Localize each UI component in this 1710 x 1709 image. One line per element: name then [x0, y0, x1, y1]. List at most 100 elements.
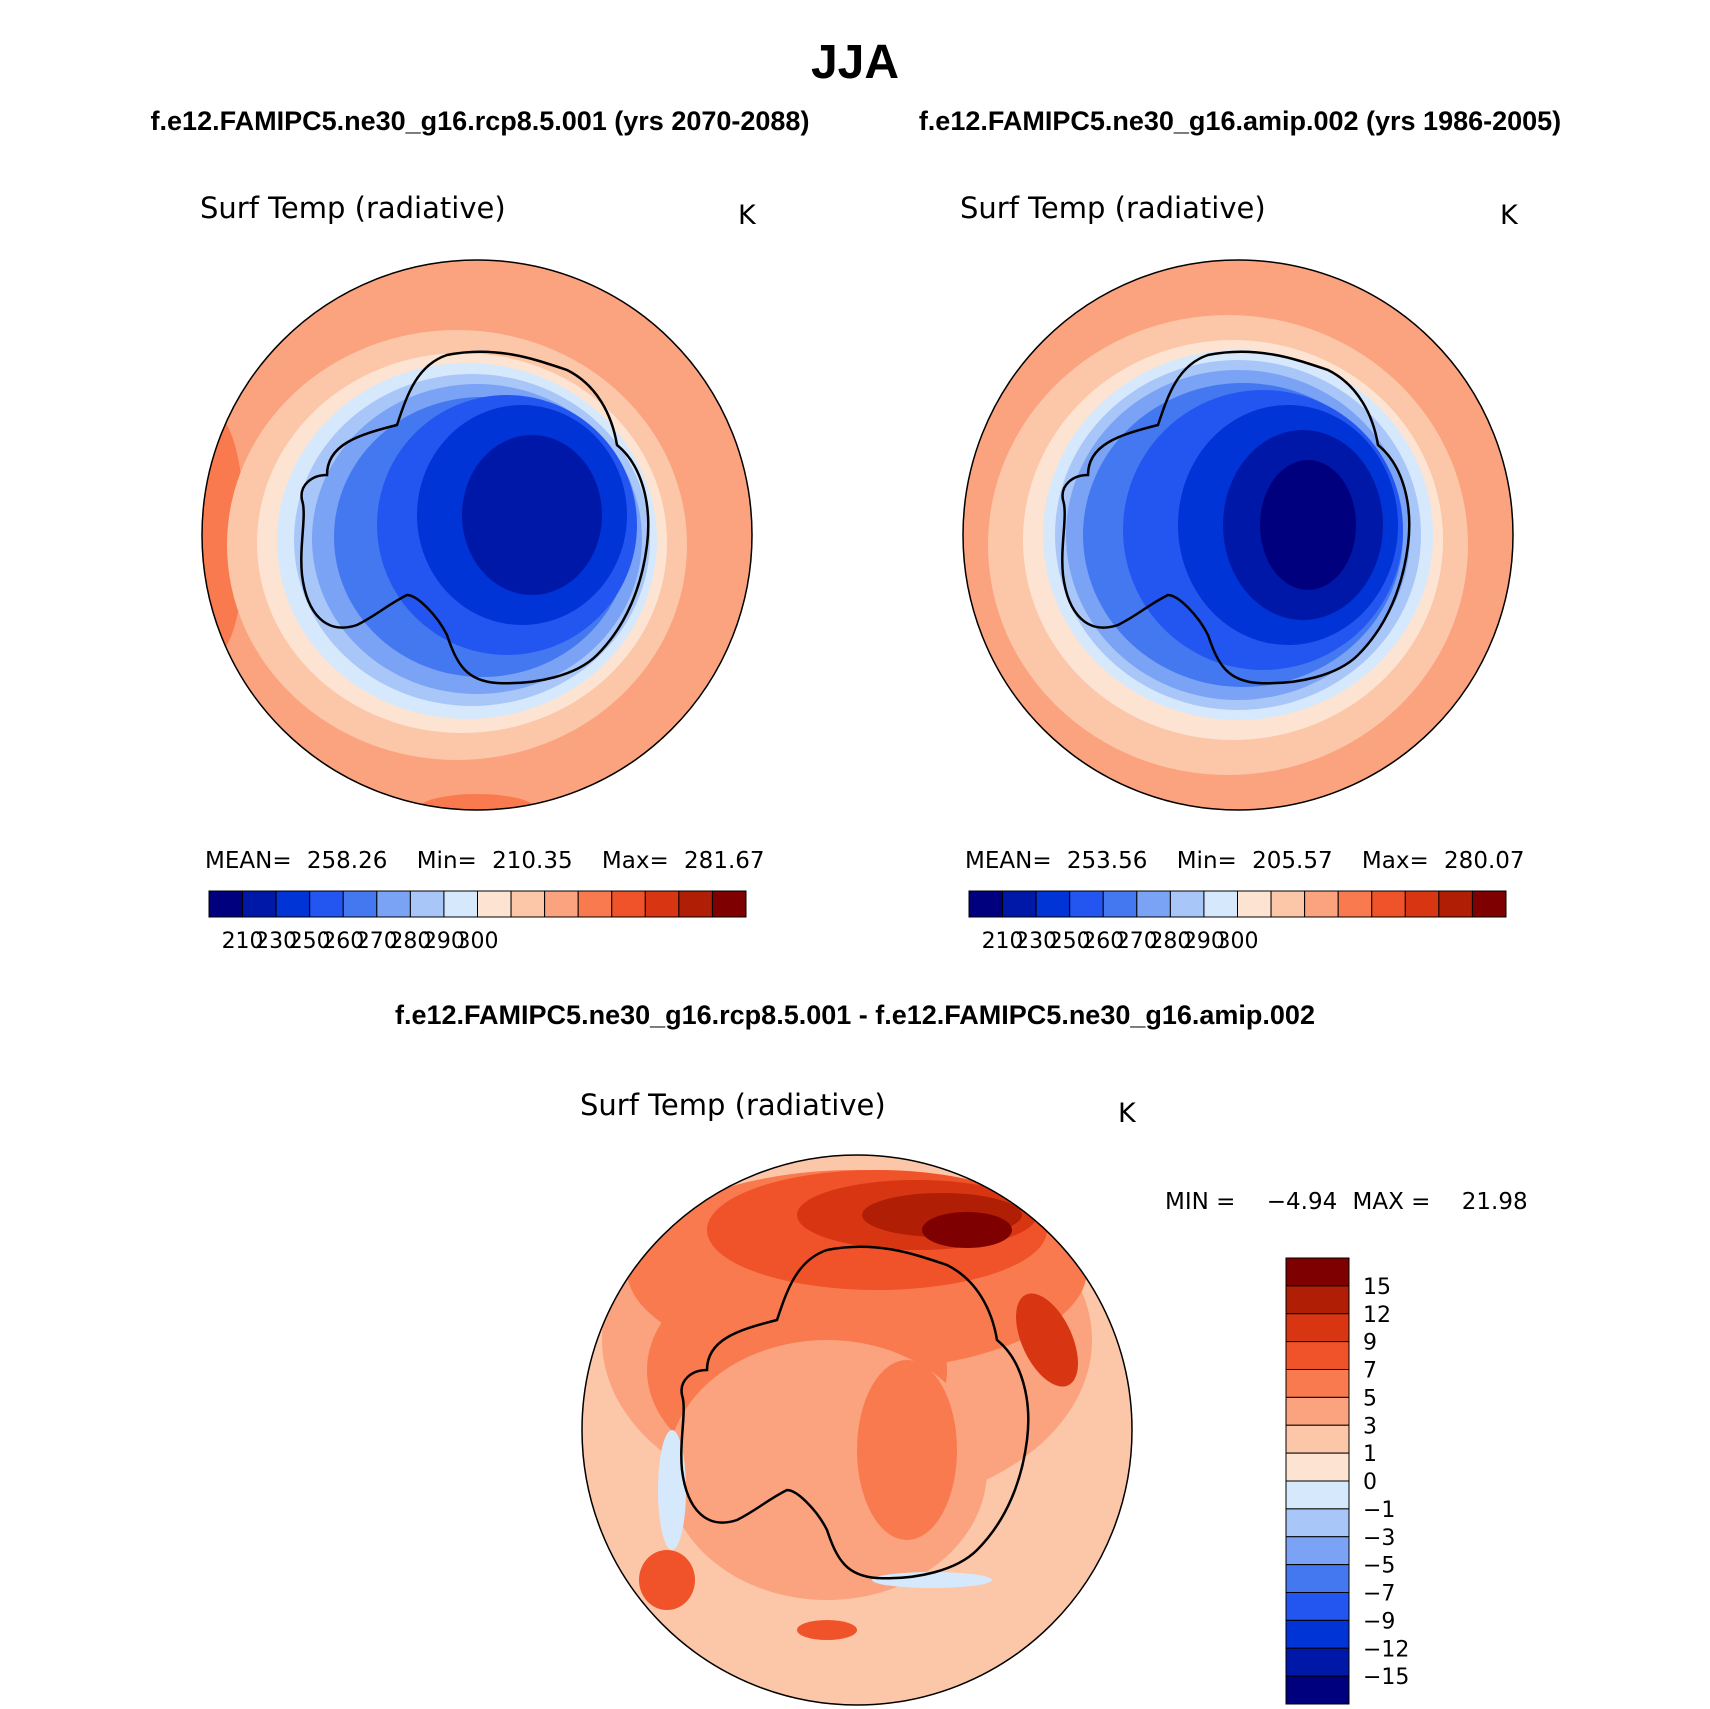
colorbar-tick-label: −5: [1363, 1554, 1395, 1579]
colorbar-swatch: [678, 890, 713, 918]
colorbar-tick-label: 7: [1363, 1359, 1377, 1384]
colorbar-swatch: [1285, 1619, 1350, 1649]
colorbar-swatch: [1285, 1592, 1350, 1621]
colorbar-tick-label: 250: [289, 929, 331, 954]
colorbar-swatch: [1438, 890, 1473, 918]
colorbar-swatch: [409, 890, 445, 918]
panel-difference: Surf Temp (radiative) K: [580, 1088, 1528, 1706]
min-value: 210.35: [492, 848, 572, 874]
colorbar-tick-label: 260: [322, 929, 364, 954]
colorbar-swatch: [1337, 890, 1373, 918]
case-a-header: f.e12.FAMIPC5.ne30_g16.rcp8.5.001 (yrs 2…: [151, 106, 810, 136]
colorbar-tick-label: 0: [1363, 1470, 1377, 1495]
panel-stats: MIN = −4.94 MAX = 21.98: [1165, 1189, 1528, 1215]
colorbar-tick-label: −9: [1363, 1609, 1395, 1634]
case-b-header: f.e12.FAMIPC5.ne30_g16.amip.002 (yrs 198…: [919, 106, 1561, 136]
min-value: 205.57: [1252, 848, 1332, 874]
colorbar-swatch: [577, 890, 613, 918]
colorbar-swatch: [242, 890, 277, 918]
colorbar-tick-label: 290: [1183, 929, 1225, 954]
mean-label: MEAN=: [965, 848, 1052, 874]
colorbar-swatch: [1304, 890, 1339, 918]
colorbar-swatch: [1285, 1341, 1350, 1370]
colorbar-swatch: [1035, 890, 1071, 918]
colorbar-swatch: [611, 890, 646, 918]
panel-units-label: K: [1500, 200, 1519, 231]
max-label: Max=: [1362, 848, 1429, 874]
colorbar-swatch: [1285, 1285, 1350, 1315]
colorbar-swatch: [1237, 890, 1272, 918]
colorbar-swatch: [711, 890, 747, 918]
colorbar-tick-label: 250: [1049, 929, 1091, 954]
colorbar-swatch: [1285, 1257, 1350, 1287]
colorbar-difference: 15 12 9 75 3 1 0 −1 −3 −5 −7−9 −12 −15: [1285, 1257, 1409, 1705]
colorbar-swatch: [1203, 890, 1238, 918]
polar-map-difference: [581, 1154, 1133, 1706]
colorbar-tick-label: −1: [1363, 1498, 1395, 1523]
colorbar-swatch: [208, 890, 244, 918]
min-label: Min=: [1177, 848, 1237, 874]
colorbar-tick-label: 300: [1217, 929, 1259, 954]
colorbar-swatch: [1404, 890, 1440, 918]
colorbar-tick-label: 210: [222, 929, 264, 954]
min-label: MIN =: [1165, 1189, 1235, 1215]
colorbar-tick-label: 1: [1363, 1442, 1377, 1467]
panel-variable-label: Surf Temp (radiative): [960, 191, 1266, 225]
colorbar-swatch: [1285, 1452, 1350, 1482]
colorbar-swatch: [510, 890, 546, 918]
min-label: Min=: [417, 848, 477, 874]
colorbar-swatch: [1285, 1508, 1350, 1538]
colorbar-swatch: [968, 890, 1004, 918]
colorbar-swatch: [1371, 890, 1406, 918]
panel-units-label: K: [1118, 1098, 1137, 1129]
colorbar-swatch: [1169, 890, 1205, 918]
colorbar-swatch: [275, 890, 311, 918]
panel-rcp85: Surf Temp (radiative) K MEAN=: [200, 191, 765, 954]
mean-label: MEAN=: [205, 848, 292, 874]
colorbar-tick-label: 280: [1149, 929, 1191, 954]
colorbar-swatch: [1285, 1396, 1350, 1426]
polar-map-amip: [962, 259, 1514, 811]
colorbar-swatch: [1285, 1675, 1350, 1705]
panel-stats: MEAN= 253.56 Min= 205.57 Max= 280.07: [965, 848, 1525, 874]
colorbar-tick-label: −15: [1363, 1665, 1409, 1690]
colorbar-swatch: [1285, 1536, 1350, 1566]
polar-map-rcp85: [201, 259, 753, 811]
max-value: 281.67: [684, 848, 764, 874]
max-value: 280.07: [1444, 848, 1524, 874]
colorbar-swatch: [1285, 1647, 1350, 1677]
colorbar-tick-label: 300: [457, 929, 499, 954]
colorbar-swatch: [342, 890, 378, 918]
colorbar-swatch: [544, 890, 579, 918]
colorbar-tick-label: 15: [1363, 1275, 1391, 1300]
colorbar-swatch: [1285, 1313, 1350, 1343]
min-value: −4.94: [1267, 1189, 1337, 1215]
colorbar-tick-label: 270: [1116, 929, 1158, 954]
colorbar-swatch: [1102, 890, 1138, 918]
colorbar-swatch: [309, 890, 344, 918]
max-label: Max=: [602, 848, 669, 874]
panel-amip: Surf Temp (radiative) K MEAN= 253.56: [960, 191, 1525, 954]
max-label: MAX =: [1353, 1189, 1431, 1215]
colorbar-tick-label: −3: [1363, 1526, 1395, 1551]
colorbar-tick-label: −7: [1363, 1582, 1395, 1607]
colorbar-swatch: [443, 890, 478, 918]
colorbar-swatch: [1285, 1369, 1350, 1398]
colorbar-tick-label: 5: [1363, 1386, 1377, 1411]
mean-value: 253.56: [1067, 848, 1147, 874]
colorbar-tick-label: 230: [1015, 929, 1057, 954]
colorbar-swatch: [1285, 1424, 1350, 1454]
colorbar-swatch: [1136, 890, 1171, 918]
colorbar-tick-label: 210: [982, 929, 1024, 954]
colorbar-swatch: [1471, 890, 1507, 918]
colorbar-swatch: [1002, 890, 1037, 918]
max-value: 21.98: [1462, 1189, 1528, 1215]
colorbar-tick-label: 230: [255, 929, 297, 954]
panel-stats: MEAN= 258.26 Min= 210.35 Max= 281.67: [205, 848, 765, 874]
colorbar-swatch: [1285, 1564, 1350, 1593]
colorbar-swatch: [1069, 890, 1104, 918]
colorbar-swatch: [644, 890, 680, 918]
